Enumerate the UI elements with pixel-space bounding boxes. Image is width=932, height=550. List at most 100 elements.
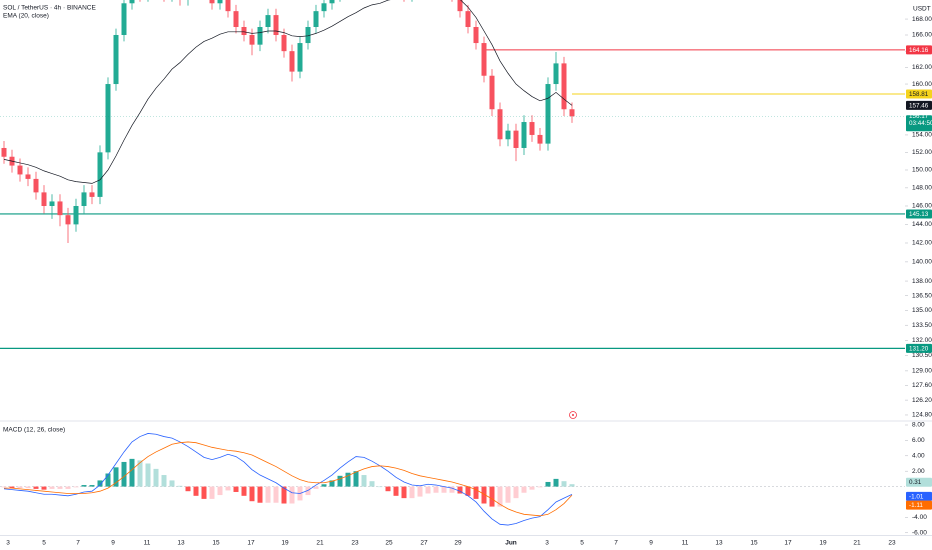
candle-body [57, 201, 63, 216]
histogram-bar [537, 486, 543, 488]
histogram-bar [521, 486, 527, 493]
histogram-bar [257, 486, 263, 503]
x-tick-label: 19 [819, 540, 827, 547]
y-tick-label: 6.00 [912, 437, 925, 444]
histogram-bar [193, 486, 199, 496]
signal-line [4, 441, 573, 517]
x-tick-label: 11 [144, 540, 151, 547]
y-tick-label: 124.80 [912, 412, 932, 419]
candle-body [241, 27, 247, 36]
candle-body [313, 11, 319, 28]
histogram-bar [337, 475, 343, 487]
histogram-bar [209, 486, 215, 499]
histogram-bar [473, 486, 479, 499]
price-badge [906, 100, 932, 110]
histogram-bar [153, 468, 159, 487]
histogram-bar [265, 486, 271, 503]
histogram-bar [9, 486, 15, 489]
histogram-bar [233, 486, 239, 492]
candle-body [33, 178, 39, 193]
candle-body [41, 192, 47, 206]
histogram-bar [241, 486, 247, 496]
histogram-bar [33, 486, 39, 489]
x-tick-label: 9 [649, 540, 653, 547]
candle-body [529, 122, 535, 135]
candle-body [233, 11, 239, 28]
candle-body [537, 134, 543, 144]
macd-line [3, 433, 573, 526]
y-tick-label: 144.00 [912, 221, 932, 228]
histogram-bar [385, 486, 391, 492]
histogram-bar [249, 486, 255, 502]
price-badge [906, 500, 932, 510]
histogram-bar [41, 486, 47, 490]
histogram-bar [217, 486, 223, 496]
histogram-bar [513, 486, 519, 499]
price-badge-label: 158.81 [909, 91, 929, 98]
x-tick-label: 21 [316, 540, 324, 547]
x-tick-label: 17 [247, 540, 255, 547]
candle-body [113, 35, 119, 85]
histogram-bar [353, 471, 359, 487]
histogram-bar [393, 486, 399, 496]
x-tick-label: 5 [42, 540, 46, 547]
x-tick-label: 15 [212, 540, 220, 547]
histogram-bar [273, 486, 279, 503]
macd-pane [0, 433, 905, 526]
candle-body [73, 205, 79, 225]
histogram-bar [73, 486, 79, 488]
histogram-bar [361, 475, 367, 487]
x-tick-label: 13 [715, 540, 723, 547]
histogram-bar [225, 486, 231, 491]
histogram-bar [121, 461, 127, 487]
candle-body [225, 0, 231, 12]
chart-title: SOL / TetherUS · 4h · BINANCE [3, 5, 97, 12]
countdown: 03:44:50 [909, 120, 932, 127]
histogram-bar [345, 472, 351, 487]
candle-body [249, 35, 255, 45]
histogram-bar [529, 486, 535, 490]
histogram-bar [185, 486, 191, 492]
x-tick-label: 9 [111, 540, 115, 547]
candle-body [129, 0, 135, 4]
candle-body [265, 15, 271, 28]
y-tick-label: 168.00 [912, 16, 932, 23]
histogram-bar [425, 486, 431, 494]
y-tick-label: 127.60 [912, 382, 932, 389]
x-tick-label: 29 [454, 540, 462, 547]
price-badge-label: 156.17 [909, 113, 929, 120]
x-tick-label: 13 [177, 540, 185, 547]
indicator-label: EMA (20, close) [3, 13, 49, 20]
x-tick-label: 7 [614, 540, 618, 547]
price-badge [906, 209, 932, 219]
histogram-bar [129, 458, 135, 487]
candle-body [505, 130, 511, 140]
histogram-bar [449, 486, 455, 493]
histogram-bar [201, 486, 207, 499]
histogram-bar [457, 486, 463, 494]
y-tick-label: 4.00 [912, 453, 925, 460]
y-tick-label: 130.50 [912, 352, 932, 359]
candle-body [17, 165, 23, 175]
candle-body [281, 35, 287, 52]
histogram-bar [49, 486, 55, 489]
histogram-bar [441, 486, 447, 493]
histogram-bar [313, 486, 319, 489]
histogram-bar [465, 486, 471, 496]
x-tick-label: 5 [580, 540, 584, 547]
histogram-bar [481, 486, 487, 504]
x-tick-label: 17 [784, 540, 792, 547]
price-badge [906, 491, 932, 501]
price-badge-label: 131.20 [909, 345, 929, 352]
candle-body [521, 122, 527, 148]
histogram-bar [97, 480, 103, 487]
price-badge-label: 164.16 [909, 47, 929, 54]
x-tick-label: 21 [853, 540, 861, 547]
histogram-bar [433, 486, 439, 493]
y-tick-label: 148.00 [912, 185, 932, 192]
y-tick-label: 129.00 [912, 368, 932, 375]
y-tick-label: -6.00 [912, 529, 927, 536]
histogram-bar [17, 486, 23, 489]
